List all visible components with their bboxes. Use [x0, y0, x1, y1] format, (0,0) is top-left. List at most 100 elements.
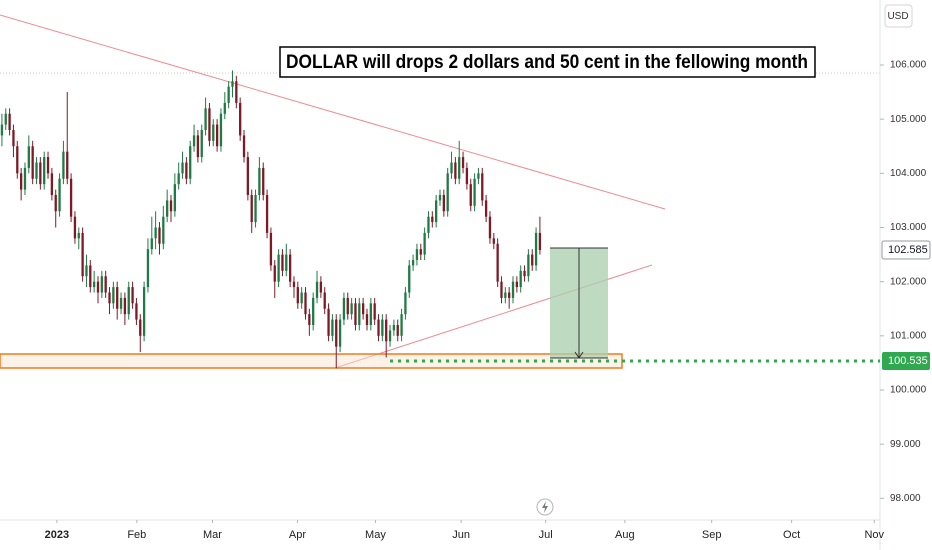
candle-body: [50, 173, 54, 195]
candle-body: [8, 113, 11, 130]
candle-body: [538, 232, 542, 250]
candle-body: [469, 184, 472, 206]
candle-body: [116, 287, 119, 309]
candle-body: [319, 281, 323, 293]
candle-body: [119, 297, 123, 309]
candle-body: [377, 319, 380, 336]
candle-body: [335, 319, 338, 347]
candle-body: [104, 276, 107, 293]
candle-body: [331, 319, 334, 336]
y-tick-label: 100.000: [890, 385, 927, 396]
candle-body: [404, 292, 407, 315]
candle-body: [150, 238, 153, 250]
candle-body: [385, 319, 388, 342]
candle-body: [223, 102, 226, 114]
candle-body: [531, 254, 534, 266]
candle-body: [35, 162, 38, 179]
candle-body: [281, 254, 284, 271]
candle-body: [446, 173, 449, 212]
x-tick-label: Oct: [783, 529, 800, 541]
candle-body: [169, 200, 173, 212]
candle-body: [288, 254, 292, 282]
candle-body: [396, 325, 399, 336]
candle-body: [242, 135, 246, 158]
candle-body: [173, 184, 176, 212]
candle-body: [73, 216, 77, 239]
candle-body: [196, 135, 200, 158]
candle-body: [43, 157, 46, 185]
down-trendline: [0, 14, 666, 210]
candle-body: [323, 292, 326, 309]
candle-body: [523, 270, 526, 277]
candle-body: [511, 281, 515, 298]
x-tick-label: May: [365, 529, 386, 541]
candle-body: [262, 167, 265, 195]
candle-body: [292, 281, 296, 288]
candle-body: [438, 195, 442, 201]
y-tick-label: 103.000: [890, 222, 927, 233]
candles: [0, 70, 542, 369]
candle-body: [254, 195, 257, 223]
candle-body: [166, 200, 169, 217]
last-price-label: 102.585: [888, 244, 928, 256]
candle-body: [12, 130, 15, 147]
x-tick-label: Aug: [615, 529, 635, 541]
candle-body: [131, 287, 134, 304]
candle-body: [346, 297, 349, 315]
candle-body: [358, 303, 361, 325]
candle-body: [435, 200, 438, 223]
y-tick-label: 102.000: [890, 276, 927, 287]
candle-body: [308, 314, 311, 325]
candle-body: [392, 325, 396, 331]
candle-body: [31, 146, 34, 179]
candle-body: [212, 124, 215, 141]
candle-body: [477, 173, 480, 179]
candle-body: [534, 232, 538, 266]
candle-body: [96, 281, 100, 293]
candle-body: [69, 178, 73, 217]
candle-body: [127, 287, 130, 315]
candle-body: [58, 178, 61, 212]
y-tick-label: 98.000: [890, 493, 921, 504]
candle-body: [442, 195, 445, 212]
candle-body: [181, 162, 184, 174]
price-axis: [880, 0, 932, 550]
candle-body: [204, 108, 207, 130]
candle-body: [208, 108, 211, 141]
candle-body: [16, 146, 19, 174]
candle-body: [246, 157, 250, 195]
candle-body: [265, 195, 269, 233]
candle-body: [154, 227, 157, 239]
y-tick-label: 106.000: [890, 60, 927, 71]
candle-body: [239, 102, 242, 136]
x-tick-label: Apr: [289, 529, 306, 541]
candle-body: [142, 287, 146, 336]
candle-body: [185, 162, 188, 179]
candle-body: [527, 254, 530, 277]
candle-body: [338, 319, 342, 347]
candle-body: [269, 232, 273, 266]
candle-body: [373, 303, 376, 320]
candle-body: [219, 113, 223, 147]
y-tick-label: 99.000: [890, 439, 921, 450]
target-price-box: [882, 352, 930, 371]
candle-body: [23, 167, 27, 190]
candle-body: [285, 254, 288, 271]
candle-body: [81, 232, 84, 277]
candle-body: [189, 146, 192, 179]
candle-body: [488, 216, 492, 239]
candle-body: [465, 167, 469, 185]
candle-body: [354, 303, 357, 325]
candle-body: [492, 238, 495, 244]
candle-body: [92, 281, 96, 288]
measure-arrowhead: [574, 351, 584, 359]
candle-body: [461, 157, 465, 168]
target-price-label: 100.535: [888, 355, 928, 367]
candle-body: [66, 151, 69, 179]
candle-body: [123, 297, 127, 315]
candle-body: [508, 292, 511, 298]
x-tick-label: Jul: [539, 529, 553, 541]
candle-body: [146, 249, 150, 288]
x-tick-label: Sep: [702, 529, 722, 541]
